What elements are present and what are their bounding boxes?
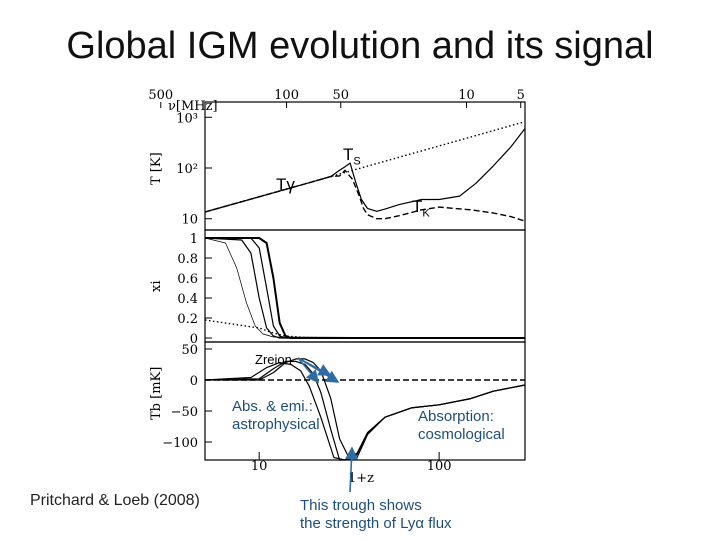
tk-label: TK — [412, 197, 430, 220]
series-line — [204, 121, 526, 213]
slide-title: Global IGM evolution and its signal — [66, 25, 654, 67]
y-tick-label: 10² — [176, 162, 198, 177]
brightness-panel-frame — [204, 341, 526, 461]
top-tick-label: 500 — [148, 88, 173, 103]
series-line — [205, 237, 525, 339]
series-line — [204, 128, 526, 213]
y-tick-label: 10 — [181, 213, 198, 228]
top-tick-label: 50 — [332, 88, 349, 103]
ionization-ylabel: xi — [149, 281, 164, 293]
series-line — [204, 319, 526, 339]
y-tick-label: −100 — [162, 436, 198, 451]
y-tick-label: 0.2 — [177, 312, 198, 327]
ts-label: TS — [343, 145, 361, 168]
x-tick-label: 10 — [251, 459, 268, 474]
y-tick-label: 50 — [181, 343, 198, 358]
y-tick-label: −50 — [171, 405, 198, 420]
abs-emi-annotation: Abs. & emi.: astrophysical — [232, 398, 320, 433]
y-tick-label: 0.4 — [177, 292, 198, 307]
trough-arrow — [345, 446, 358, 493]
series-line — [204, 362, 526, 461]
y-tick-label: 0 — [190, 374, 198, 389]
top-tick-label: 5 — [517, 88, 525, 103]
trough-annotation: This trough shows the strength of Lyα fl… — [300, 497, 452, 532]
top-tick-label: 100 — [274, 88, 299, 103]
y-tick-label: 10³ — [176, 111, 198, 126]
brightness-ylabel: Tb [mK] — [149, 367, 164, 420]
zreion-label: Zreion — [255, 352, 292, 367]
y-tick-label: 0.6 — [177, 272, 198, 287]
tgamma-label: Tγ — [276, 175, 295, 194]
zreion-arrow-1 — [297, 357, 320, 384]
series-line — [204, 169, 526, 222]
y-tick-label: 0 — [190, 332, 198, 347]
top-tick-label: 10 — [458, 88, 475, 103]
temperature-ylabel: T [K] — [149, 152, 164, 185]
bottom-axis-label: 1+z — [348, 471, 374, 486]
series-line — [204, 237, 526, 339]
zreion-arrow-3 — [297, 357, 340, 383]
x-tick-label: 100 — [427, 459, 452, 474]
y-tick-label: 0.8 — [177, 252, 198, 267]
ionization-panel-frame — [204, 229, 526, 343]
top-axis-label: ν[MHz] — [168, 99, 218, 114]
series-line — [204, 237, 525, 339]
y-tick-label: 1 — [190, 232, 198, 247]
series-line — [205, 237, 525, 339]
absorption-annotation: Absorption: cosmological — [418, 408, 505, 443]
citation: Pritchard & Loeb (2008) — [30, 492, 200, 509]
